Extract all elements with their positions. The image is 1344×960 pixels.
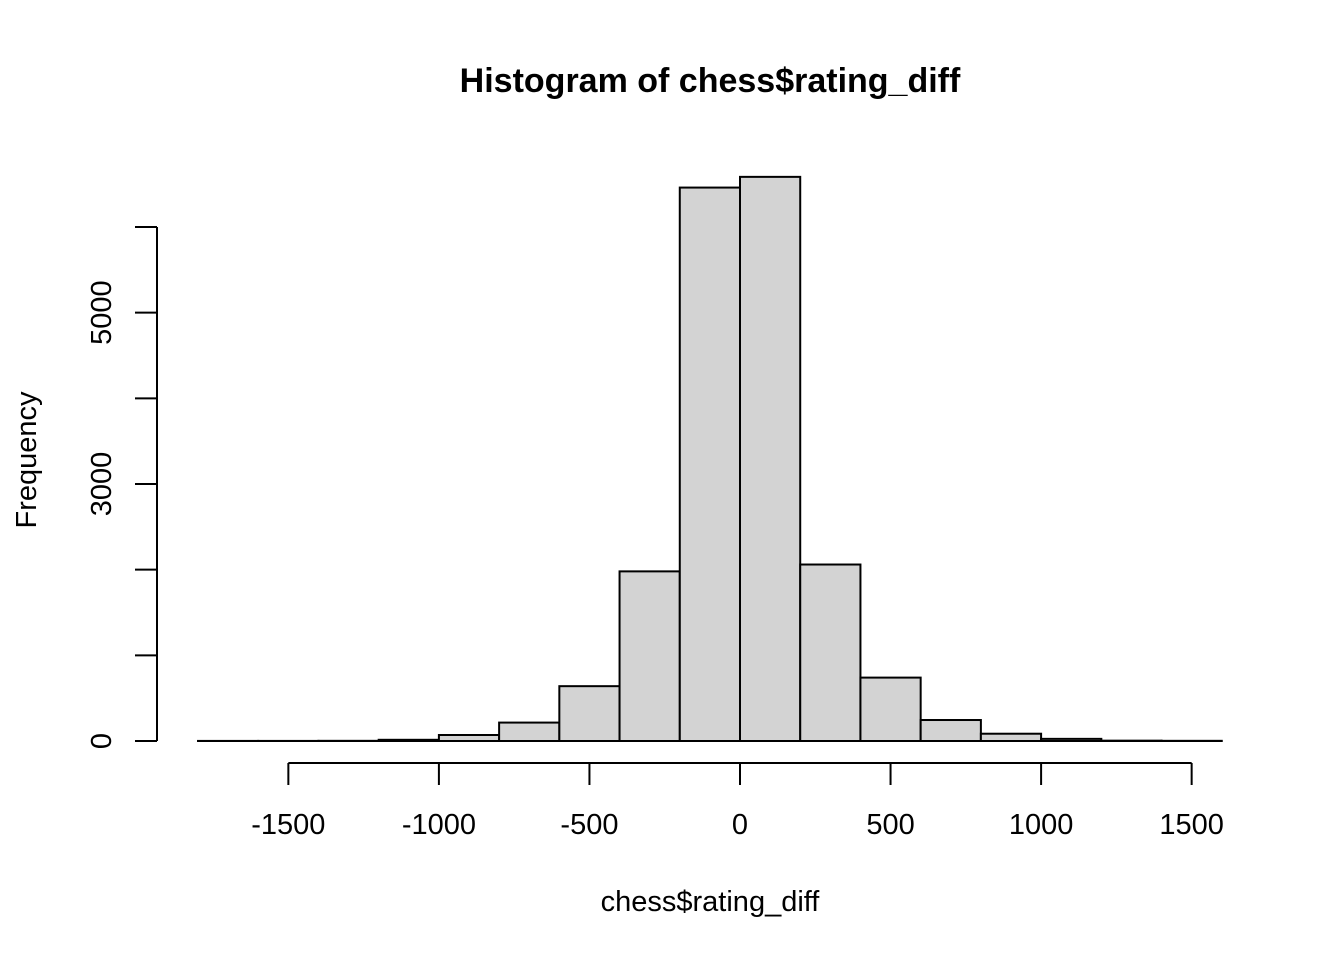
histogram-bar-13 xyxy=(979,732,1043,743)
x-tick-label-3: 0 xyxy=(732,809,748,841)
histogram-bar-8 xyxy=(678,186,742,743)
x-tick-label-1: -1000 xyxy=(402,809,476,841)
histogram-bar-10 xyxy=(799,563,862,742)
y-tick-label-5: 5000 xyxy=(86,280,118,345)
bars-group xyxy=(197,175,1223,743)
y-tick-label-3: 3000 xyxy=(86,452,118,517)
y-axis-label: Frequency xyxy=(11,391,43,529)
histogram-bar-5 xyxy=(498,721,561,742)
histogram-bar-12 xyxy=(919,719,982,743)
x-tick-label-5: 1000 xyxy=(1009,809,1074,841)
x-tick-label-2: -500 xyxy=(560,809,618,841)
x-tick-label-0: -1500 xyxy=(251,809,325,841)
histogram-bar-7 xyxy=(618,570,681,743)
histogram-bar-9 xyxy=(739,175,802,743)
histogram-bar-6 xyxy=(558,685,621,743)
x-tick-label-6: 1500 xyxy=(1159,809,1224,841)
y-axis: 0 3000 5000 xyxy=(86,225,158,749)
x-axis: -1500 -1000 -500 0 500 1000 1500 xyxy=(251,762,1224,841)
chart-title: Histogram of chess$rating_diff xyxy=(460,62,961,100)
x-axis-label: chess$rating_diff xyxy=(601,886,821,918)
x-tick-label-4: 500 xyxy=(866,809,914,841)
histogram-bar-11 xyxy=(859,676,922,742)
y-tick-label-0: 0 xyxy=(86,733,118,749)
